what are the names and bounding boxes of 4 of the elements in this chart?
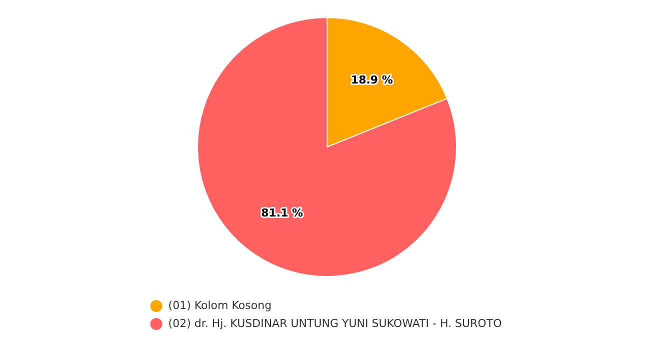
legend-label: (01) Kolom Kosong [168, 298, 272, 312]
legend-label: (02) dr. Hj. KUSDINAR UNTUNG YUNI SUKOWATI - H. SUROTO [168, 316, 502, 330]
data-label: 81.1 % [261, 206, 304, 220]
data-label: 18.9 % [350, 73, 393, 86]
